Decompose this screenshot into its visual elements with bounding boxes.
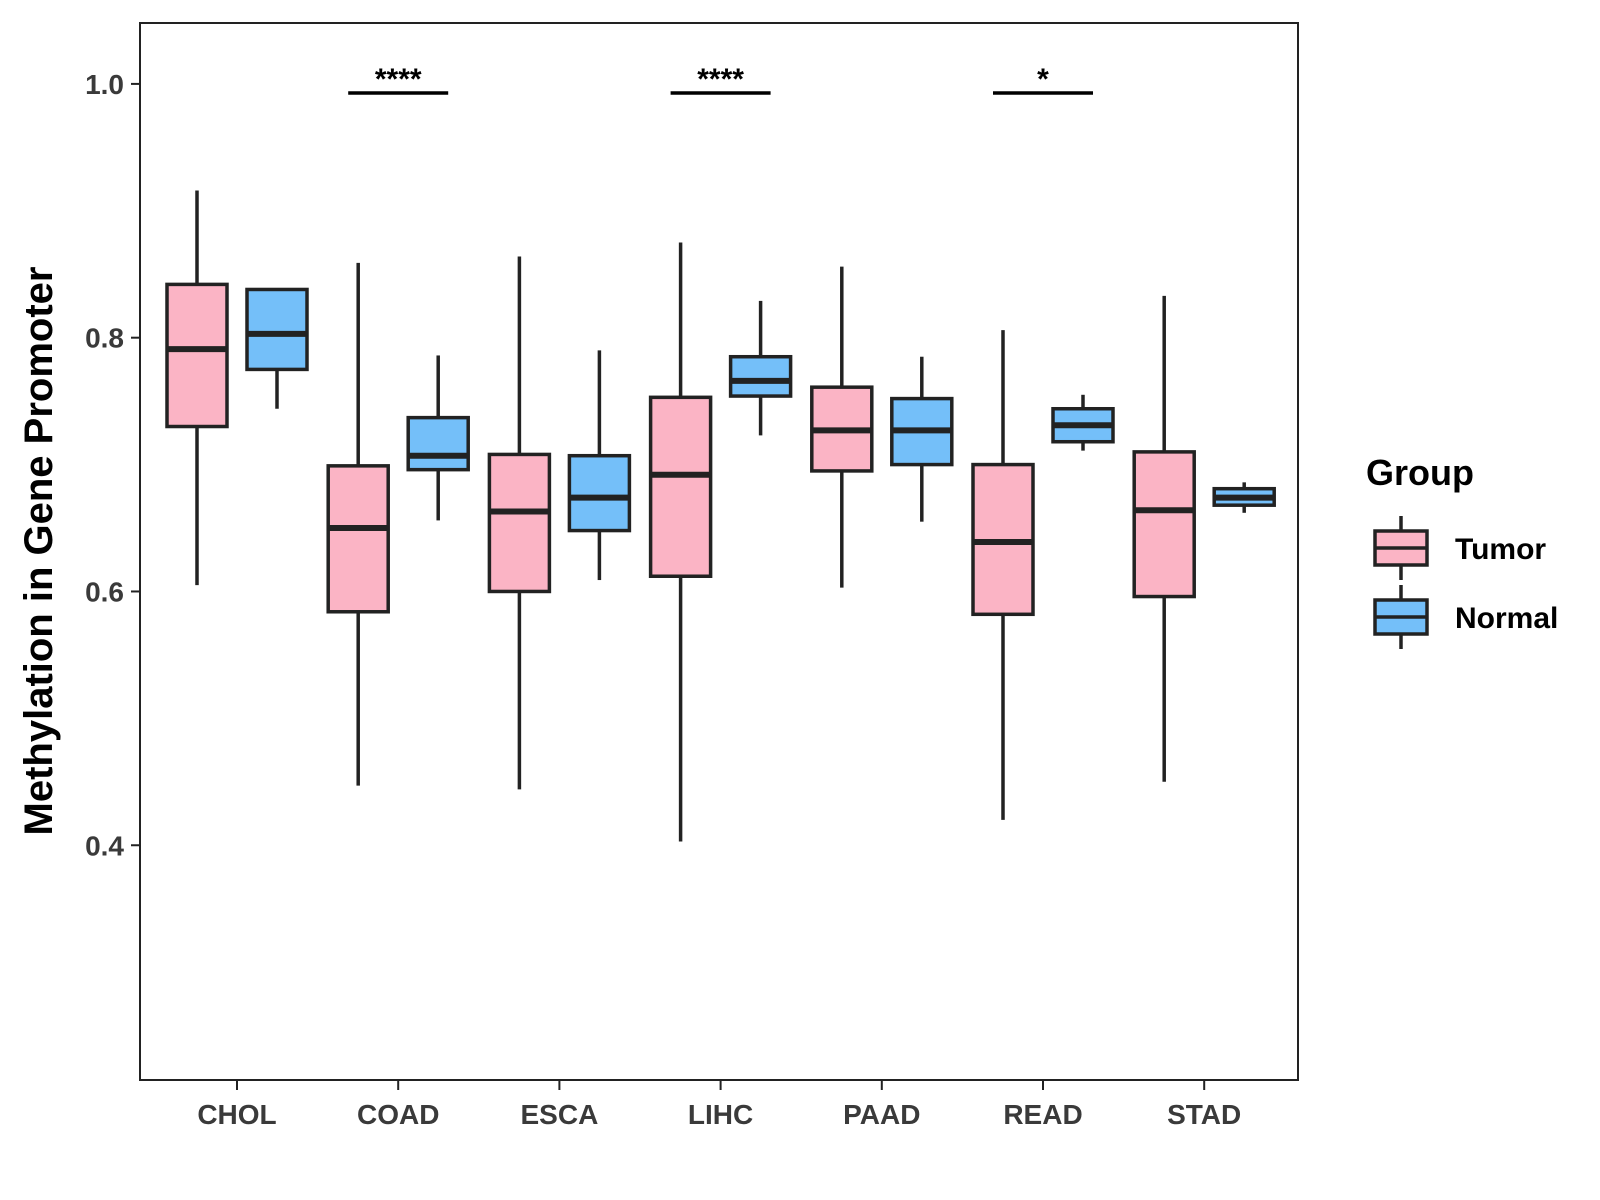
x-tick-label: STAD	[1167, 1099, 1241, 1130]
box-tumor-read	[971, 330, 1035, 820]
significance-label: *	[1037, 63, 1049, 96]
legend-label: Normal	[1455, 602, 1558, 635]
box-tumor-chol	[165, 190, 229, 586]
significance-label: ****	[375, 63, 422, 96]
box-iqr	[728, 354, 793, 398]
box-iqr	[245, 287, 309, 372]
box-iqr	[567, 453, 632, 533]
legend: Group Tumor Normal	[1366, 452, 1558, 649]
significance-layer: **** **** *	[348, 63, 1093, 96]
x-tick-label: PAAD	[843, 1099, 920, 1130]
y-axis-title: Methylation in Gene Promoter	[17, 267, 61, 836]
box-tumor-esca	[487, 256, 552, 790]
box-iqr	[165, 282, 229, 429]
x-tick-label: COAD	[357, 1099, 439, 1130]
box-tumor-stad	[1132, 295, 1196, 782]
plot-panel	[139, 22, 1299, 1081]
y-tick-label: 0.6	[85, 576, 124, 607]
legend-entry-normal: Normal	[1373, 585, 1558, 649]
x-tick-label: READ	[1003, 1099, 1082, 1130]
y-tick-label: 0.4	[85, 830, 124, 861]
box-normal-read	[1051, 394, 1115, 451]
box-normal-lihc	[728, 300, 793, 436]
legend-title: Group	[1366, 452, 1474, 493]
box-normal-chol	[245, 287, 309, 409]
y-tick-label: 1.0	[85, 69, 124, 100]
box-normal-coad	[406, 355, 470, 521]
box-iqr	[1132, 450, 1196, 599]
legend-label: Tumor	[1455, 533, 1546, 566]
x-tick-label: LIHC	[688, 1099, 753, 1130]
box-iqr	[648, 395, 713, 578]
box-normal-esca	[567, 350, 632, 581]
box-normal-stad	[1212, 482, 1276, 513]
legend-entry-tumor: Tumor	[1373, 516, 1546, 580]
boxes-layer	[165, 190, 1276, 842]
box-tumor-coad	[326, 262, 390, 786]
box-iqr	[326, 464, 390, 614]
box-iqr	[487, 452, 552, 594]
box-tumor-paad	[810, 266, 874, 588]
x-axis: CHOL COAD ESCA LIHC PAAD READ STAD	[197, 1080, 1241, 1130]
x-tick-label: CHOL	[197, 1099, 276, 1130]
y-axis: 0.4 0.6 0.8 1.0	[85, 69, 140, 861]
box-tumor-lihc	[648, 242, 713, 842]
significance-label: ****	[697, 63, 744, 96]
y-tick-label: 0.8	[85, 323, 124, 354]
x-tick-label: ESCA	[521, 1099, 599, 1130]
box-normal-paad	[890, 356, 954, 522]
box-iqr	[406, 415, 470, 472]
